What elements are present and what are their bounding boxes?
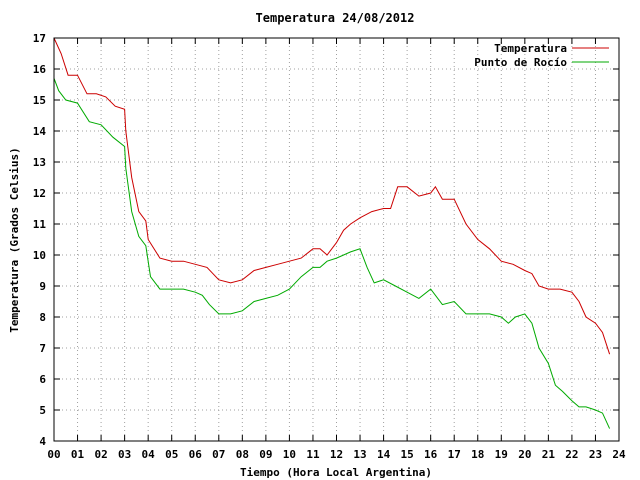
y-tick-label: 5 (39, 404, 46, 417)
x-tick-label: 03 (118, 448, 131, 461)
x-tick-label: 23 (589, 448, 602, 461)
x-tick-label: 10 (283, 448, 296, 461)
x-tick-label: 20 (518, 448, 531, 461)
x-tick-label: 18 (471, 448, 484, 461)
legend-label-0: Temperatura (494, 42, 567, 55)
x-tick-label: 16 (424, 448, 438, 461)
y-tick-label: 16 (33, 63, 47, 76)
series-line-0 (53, 37, 611, 355)
x-tick-label: 00 (47, 448, 60, 461)
x-tick-label: 19 (495, 448, 508, 461)
x-tick-label: 14 (377, 448, 391, 461)
y-tick-label: 12 (33, 187, 46, 200)
x-tick-label: 11 (306, 448, 320, 461)
x-tick-label: 05 (165, 448, 178, 461)
x-tick-label: 13 (353, 448, 366, 461)
x-axis-label: Tiempo (Hora Local Argentina) (240, 466, 432, 479)
y-tick-label: 10 (33, 249, 46, 262)
chart-title: Temperatura 24/08/2012 (256, 11, 415, 25)
series-line-1 (53, 78, 611, 429)
x-tick-label: 17 (448, 448, 461, 461)
y-tick-label: 6 (39, 373, 46, 386)
x-tick-label: 24 (612, 448, 626, 461)
x-tick-label: 15 (401, 448, 414, 461)
y-tick-label: 15 (33, 94, 46, 107)
x-tick-label: 01 (71, 448, 85, 461)
y-tick-label: 7 (39, 342, 46, 355)
x-tick-label: 09 (259, 448, 272, 461)
y-tick-label: 4 (39, 435, 46, 448)
x-tick-label: 07 (212, 448, 225, 461)
x-tick-label: 02 (94, 448, 107, 461)
y-tick-label: 13 (33, 156, 46, 169)
x-tick-label: 04 (142, 448, 156, 461)
y-axis-label: Temperatura (Grados Celsius) (8, 147, 21, 332)
x-tick-label: 21 (542, 448, 556, 461)
x-tick-label: 12 (330, 448, 343, 461)
y-tick-label: 17 (33, 32, 46, 45)
y-tick-label: 9 (39, 280, 46, 293)
y-tick-label: 8 (39, 311, 46, 324)
legend-label-1: Punto de Rocío (474, 56, 567, 69)
x-tick-label: 06 (189, 448, 203, 461)
y-tick-label: 11 (33, 218, 47, 231)
grid (54, 38, 619, 441)
ticks: 00 01 02 03 04 05 06 07 08 09 10 11 12 13 14 15 16 17 18 19… (33, 32, 626, 461)
x-tick-label: 22 (565, 448, 578, 461)
y-tick-label: 14 (33, 125, 47, 138)
series-layer (53, 37, 611, 429)
x-tick-label: 08 (236, 448, 249, 461)
